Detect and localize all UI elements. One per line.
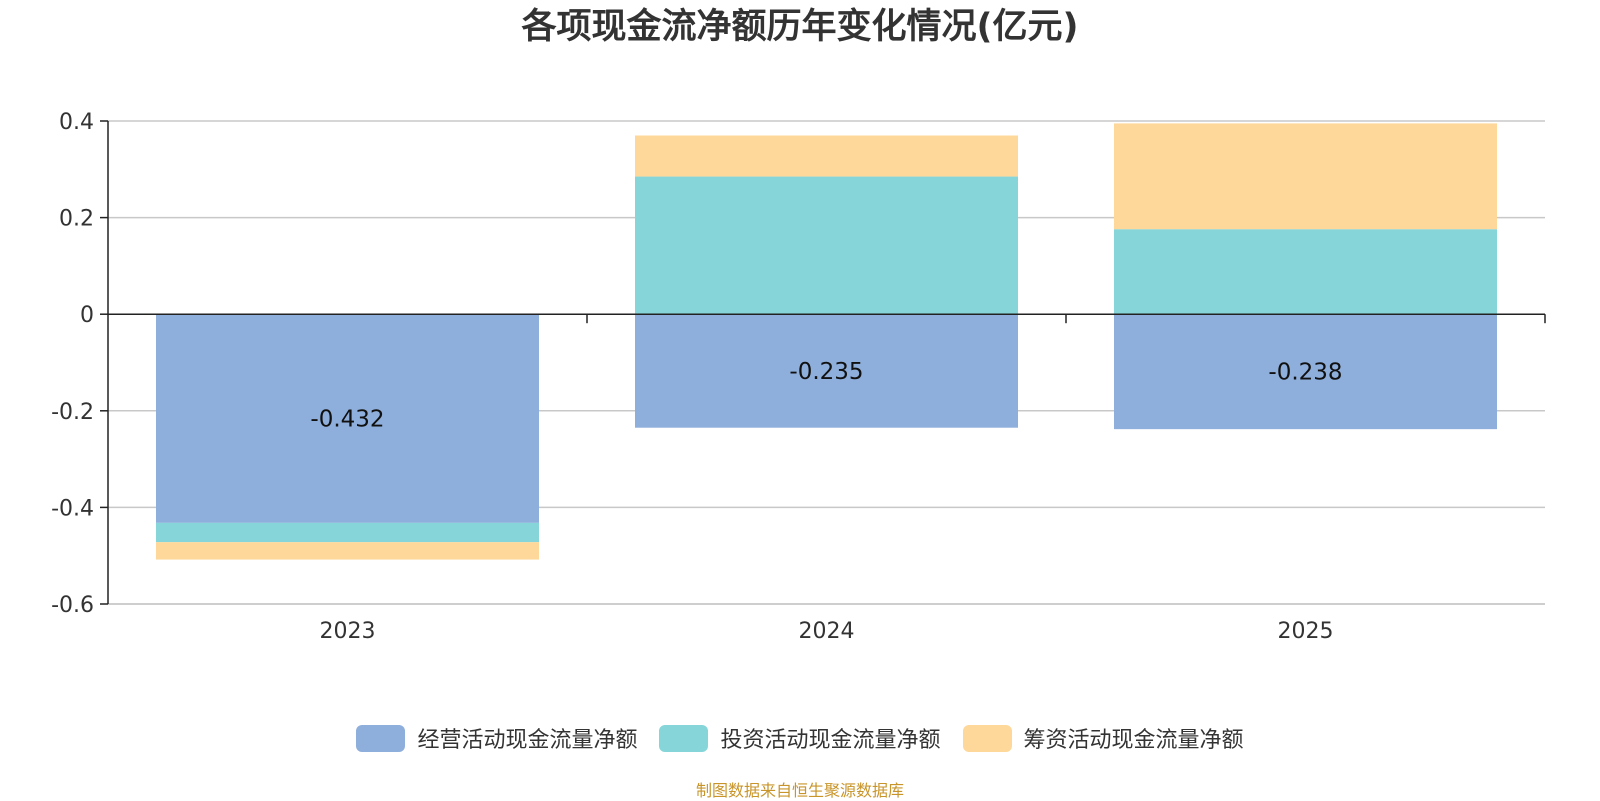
bar-segment-1-2023[interactable] (156, 314, 539, 523)
bar-segment-1-2024[interactable] (635, 314, 1018, 428)
bar-segment-3-2025[interactable] (1114, 123, 1497, 230)
data-label-2025: -0.238 (1268, 360, 1342, 386)
x-tick-label: 2024 (799, 619, 855, 644)
legend-item-operating[interactable]: 经营活动现金流量净额 (356, 722, 637, 754)
label-layer: -0.432 -0.235 -0.238 (310, 359, 1342, 433)
y-tick-label: 0 (80, 303, 94, 328)
bar-segment-2-2024[interactable] (635, 176, 1018, 315)
x-tick-label: 2023 (320, 619, 376, 644)
legend-label-operating: 经营活动现金流量净额 (417, 728, 638, 753)
bar-segment-2-2025[interactable] (1114, 229, 1497, 315)
bar-layer (156, 123, 1497, 560)
data-label-2023: -0.432 (310, 407, 384, 433)
axis-layer: 0.4 0.2 0 -0.2 -0.4 -0.6 2023 2024 2025 (51, 110, 1546, 644)
y-tick-label: -0.4 (51, 496, 94, 521)
bar-segment-2-2023[interactable] (156, 522, 539, 543)
bar-segment-3-2024[interactable] (635, 135, 1018, 177)
y-tick-label: 0.2 (59, 207, 94, 232)
chart-title: 各项现金流净额历年变化情况(亿元) (521, 7, 1079, 47)
legend-item-investing[interactable]: 投资活动现金流量净额 (659, 722, 941, 754)
y-tick-label: -0.2 (51, 400, 94, 425)
legend-item-financing[interactable]: 筹资活动现金流量净额 (962, 722, 1244, 754)
bar-segment-3-2023[interactable] (156, 542, 539, 560)
x-tick-label: 2025 (1278, 619, 1334, 644)
legend-label-financing: 筹资活动现金流量净额 (1023, 728, 1244, 753)
data-label-2024: -0.235 (789, 359, 863, 385)
source-note: 制图数据来自恒生聚源数据库 (695, 781, 904, 800)
legend-swatch-investing (659, 724, 709, 752)
legend-swatch-operating (356, 724, 406, 752)
bar-segment-1-2025[interactable] (1114, 314, 1497, 430)
legend-label-investing: 投资活动现金流量净额 (720, 728, 941, 753)
legend-swatch-financing (962, 724, 1012, 752)
legend: 经营活动现金流量净额 投资活动现金流量净额 筹资活动现金流量净额 (0, 722, 1600, 754)
y-tick-label: -0.6 (51, 593, 94, 618)
y-tick-label: 0.4 (59, 110, 94, 135)
